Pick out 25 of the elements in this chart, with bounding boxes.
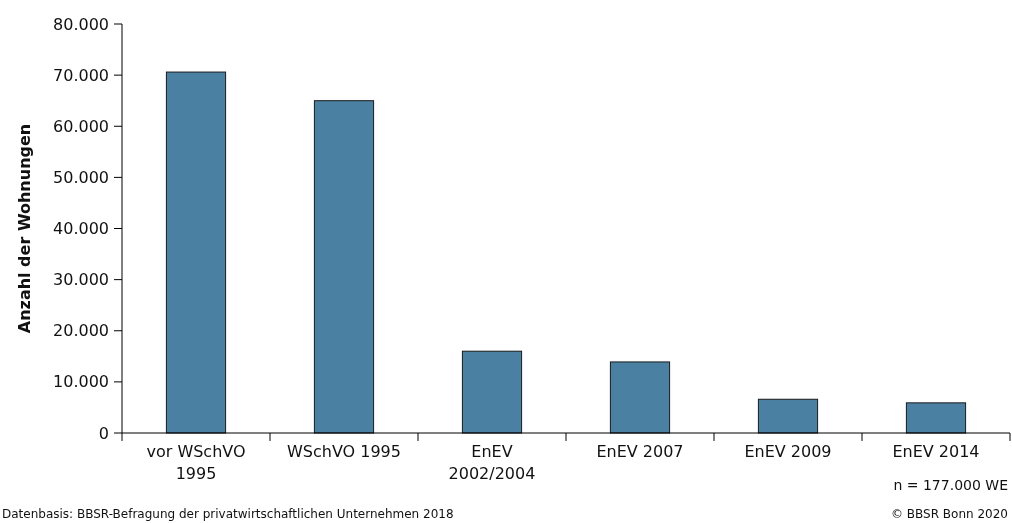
y-tick-label: 20.000 [53, 321, 109, 341]
y-tick-label: 40.000 [53, 219, 109, 239]
y-tick-label: 50.000 [53, 167, 109, 187]
text: n = 177.000 WE [893, 477, 1008, 493]
y-tick-label: 70.000 [53, 65, 109, 85]
bar [165, 71, 227, 434]
text: Datenbasis: BBSR-Befragung der privatwirtschaftlichen Unternehmen 2018 [2, 507, 454, 521]
bar [757, 398, 819, 434]
y-axis-title: Anzahl der Wohnungen [15, 123, 34, 334]
x-tick-label: EnEV 2002/2004 [448, 442, 536, 483]
bar [461, 350, 523, 434]
x-tick-label: EnEV 2009 [744, 442, 832, 461]
x-tick-label: EnEV 2014 [892, 442, 980, 461]
text: © BBSR Bonn 2020 [891, 507, 1008, 521]
y-tick-label: 80.000 [53, 14, 109, 34]
x-tick-label: vor WSchVO 1995 [146, 442, 246, 483]
bar [905, 402, 967, 434]
x-tick-label: WSchVO 1995 [287, 442, 401, 461]
y-tick-label: 60.000 [53, 116, 109, 136]
y-tick-label: 10.000 [53, 372, 109, 392]
y-tick-label: 0 [98, 423, 109, 443]
x-tick-label: EnEV 2007 [596, 442, 684, 461]
y-tick-label: 30.000 [53, 270, 109, 290]
bar [313, 100, 375, 434]
bar [609, 361, 671, 434]
